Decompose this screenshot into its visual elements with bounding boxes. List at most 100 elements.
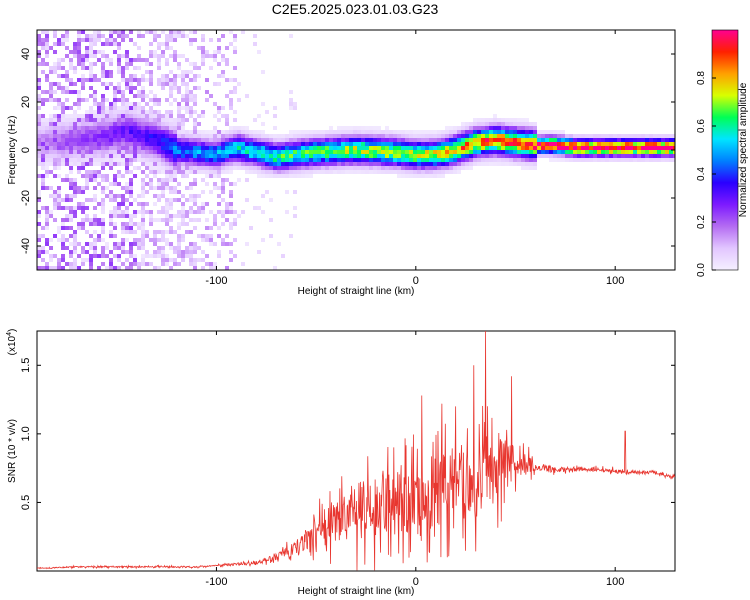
spectrogram-cell	[313, 138, 317, 142]
spectrogram-cell	[501, 126, 505, 130]
spectrogram-cell	[241, 142, 245, 146]
spectrogram-cell	[209, 166, 213, 170]
spectrogram-cell	[493, 130, 497, 134]
spectrogram-cell	[221, 34, 225, 38]
spectrogram-cell	[189, 134, 193, 138]
spectrogram-cell	[293, 214, 297, 218]
spectrogram-cell	[229, 106, 233, 110]
snr-y-tick-label: 1.0	[20, 426, 32, 441]
spectrogram-cell	[673, 154, 675, 158]
spectrogram-cell	[433, 166, 437, 170]
spectrogram-cell	[673, 146, 675, 150]
spectrogram-cell	[141, 230, 145, 234]
spectrogram-cell	[229, 130, 233, 134]
spectrogram-cell	[61, 86, 65, 90]
spectrogram-cell	[425, 130, 429, 134]
spectrogram-cell	[181, 150, 185, 154]
spectrogram-cell	[77, 190, 81, 194]
spectrogram-cell	[129, 118, 133, 122]
spectrogram-cell	[585, 150, 589, 154]
spectrogram-cell	[381, 170, 385, 174]
spectrogram-cell	[57, 138, 61, 142]
spectrogram-cell	[73, 54, 77, 58]
spectrogram-cell	[157, 98, 161, 102]
spectrogram-cell	[173, 150, 177, 154]
spectrogram-cell	[217, 194, 221, 198]
spectrogram-cell	[489, 150, 493, 154]
spectrogram-cell	[341, 158, 345, 162]
spectrogram-cell	[281, 254, 285, 258]
spectrogram-cell	[161, 126, 165, 130]
spectrogram-cell	[509, 146, 513, 150]
spectrogram-cell	[237, 150, 241, 154]
spectrogram-cell	[485, 138, 489, 142]
spectrogram-cell	[73, 42, 77, 46]
spectrogram-cell	[65, 38, 69, 42]
spectrogram-cell	[101, 166, 105, 170]
spectrogram-cell	[125, 66, 129, 70]
spectrogram-cell	[165, 122, 169, 126]
spectrogram-cell	[237, 178, 241, 182]
spectrogram-cell	[73, 114, 77, 118]
spectrogram-cell	[317, 146, 321, 150]
spectrogram-cell	[445, 138, 449, 142]
spectrogram-cell	[165, 238, 169, 242]
spectrogram-cell	[401, 170, 405, 174]
spectrogram-cell	[173, 30, 177, 34]
spectrogram-cell	[265, 190, 269, 194]
spectrogram-cell	[293, 134, 297, 138]
spectrogram-cell	[177, 122, 181, 126]
spectrogram-cell	[293, 130, 297, 134]
spectrogram-cell	[169, 34, 173, 38]
spectrogram-cell	[561, 146, 565, 150]
spectrogram-cell	[421, 130, 425, 134]
spectrogram-cell	[213, 222, 217, 226]
spectrogram-cell	[573, 138, 577, 142]
spectrogram-cell	[273, 126, 277, 130]
spectrogram-cell	[317, 170, 321, 174]
spectrogram-cell	[629, 154, 633, 158]
spectrogram-cell	[653, 146, 657, 150]
spectrogram-cell	[41, 166, 45, 170]
spectrogram-cell	[193, 226, 197, 230]
spectrogram-cell	[261, 146, 265, 150]
spectrogram-cell	[541, 130, 545, 134]
spectrogram-cell	[437, 158, 441, 162]
spectrogram-cell	[229, 202, 233, 206]
spectrogram-cell	[261, 166, 265, 170]
spectrogram-cell	[205, 162, 209, 166]
spectrogram-cell	[137, 166, 141, 170]
spectrogram-cell	[85, 46, 89, 50]
spectrogram-cell	[77, 254, 81, 258]
spectrogram-cell	[157, 210, 161, 214]
spectrogram-cell	[53, 50, 57, 54]
spectrogram-cell	[113, 130, 117, 134]
spectrogram-cell	[177, 210, 181, 214]
spectrogram-cell	[161, 118, 165, 122]
spectrogram-cell	[61, 218, 65, 222]
spectrogram-cell	[349, 126, 353, 130]
spectrogram-cell	[177, 262, 181, 266]
spectrogram-cell	[97, 34, 101, 38]
spectrogram-cell	[201, 146, 205, 150]
spectrogram-cell	[133, 74, 137, 78]
spectrogram-cell	[89, 162, 93, 166]
spectrogram-cell	[121, 194, 125, 198]
spectrogram-cell	[629, 142, 633, 146]
spectrogram-cell	[161, 262, 165, 266]
spectrogram-cell	[85, 170, 89, 174]
spectrogram-cell	[153, 142, 157, 146]
spectrogram-cell	[233, 162, 237, 166]
spectrogram-cell	[141, 254, 145, 258]
spectrogram-cell	[121, 38, 125, 42]
spectrogram-cell	[485, 134, 489, 138]
spectrogram-cell	[57, 114, 61, 118]
spectrogram-cell	[161, 42, 165, 46]
spectrogram-cell	[633, 150, 637, 154]
spectrogram-cell	[641, 142, 645, 146]
spectrogram-cell	[73, 262, 77, 266]
spectrogram-cell	[309, 146, 313, 150]
spectrogram-cell	[77, 50, 81, 54]
spectrogram-cell	[137, 150, 141, 154]
spectrogram-cell	[553, 158, 557, 162]
